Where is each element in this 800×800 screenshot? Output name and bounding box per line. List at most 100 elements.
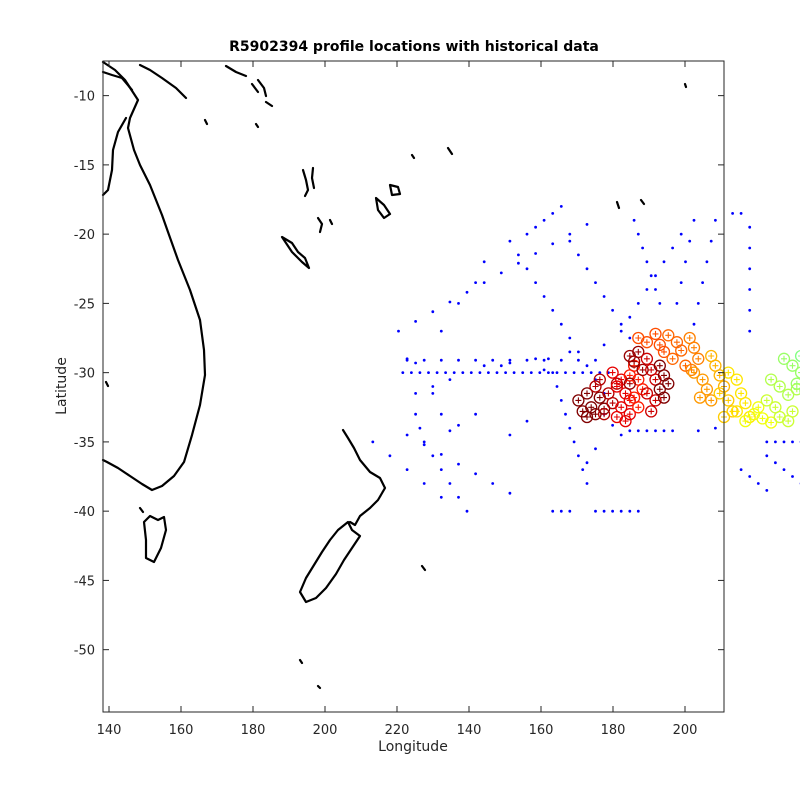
profile-marker-cross <box>656 341 663 348</box>
historical-point <box>457 358 460 362</box>
png-coast <box>101 63 268 100</box>
historical-point <box>551 212 555 215</box>
historical-point <box>628 336 632 340</box>
historical-point <box>748 267 752 271</box>
profile-marker-cross <box>772 404 779 411</box>
historical-point <box>405 433 409 437</box>
historical-point <box>774 461 777 465</box>
profile-marker <box>730 405 743 418</box>
x-tick-label: 160 <box>529 723 554 738</box>
profile-marker <box>653 338 666 352</box>
historical-point <box>731 212 734 215</box>
historical-point <box>555 371 559 374</box>
plot-frame <box>102 60 725 713</box>
historical-point <box>594 358 597 362</box>
historical-point <box>782 468 786 471</box>
historical-point <box>628 429 632 433</box>
profile-marker-cross <box>661 394 667 401</box>
profile-marker <box>597 408 611 421</box>
historical-point <box>577 454 580 458</box>
profile-marker-cross <box>656 362 663 369</box>
historical-point <box>418 371 422 374</box>
profile-marker <box>662 377 675 390</box>
historical-point <box>585 482 589 485</box>
profile-marker <box>722 394 735 407</box>
historical-point <box>568 336 572 340</box>
historical-point <box>401 371 405 374</box>
historical-point <box>714 218 717 222</box>
profile-marker <box>764 416 778 429</box>
profile-marker-cross <box>742 400 749 407</box>
historical-point <box>701 281 704 284</box>
profile-marker-cross <box>626 380 633 387</box>
profile-marker <box>794 366 800 379</box>
historical-point <box>602 295 606 298</box>
historical-point <box>414 412 417 416</box>
historical-point <box>782 440 786 444</box>
profile-marker-cross <box>725 397 732 404</box>
historical-point <box>692 218 696 222</box>
historical-point <box>469 371 473 374</box>
historical-point <box>559 205 563 208</box>
profile-marker <box>705 394 718 407</box>
profile-marker-cross <box>596 376 603 383</box>
historical-point <box>414 392 417 395</box>
historical-point <box>448 378 452 381</box>
historical-point <box>581 468 585 471</box>
historical-point <box>585 461 589 465</box>
historical-point <box>765 454 769 458</box>
historical-point <box>508 491 512 495</box>
float-profiles <box>572 327 800 429</box>
historical-point <box>611 308 614 312</box>
historical-point <box>508 361 512 365</box>
profile-marker-cross <box>733 376 740 383</box>
historical-point <box>529 371 533 374</box>
chart-title: R5902394 profile locations with historic… <box>229 39 599 55</box>
profile-marker <box>623 408 636 421</box>
historical-point <box>521 371 525 374</box>
profile-marker-cross <box>691 369 697 376</box>
profile-marker-cross <box>643 390 650 397</box>
plot-area <box>101 60 800 713</box>
profile-marker <box>627 355 641 368</box>
historical-point <box>508 239 512 243</box>
historical-point <box>508 358 512 362</box>
profile-marker <box>713 369 726 382</box>
profile-marker <box>619 414 632 428</box>
vanuatu-coast <box>301 166 324 234</box>
historical-point <box>585 364 589 368</box>
historical-point <box>487 371 490 374</box>
historical-point <box>791 475 794 478</box>
y-tick-label: -25 <box>74 297 95 312</box>
profile-marker-cross <box>725 369 732 376</box>
profile-marker <box>589 408 602 421</box>
historical-point <box>568 426 572 430</box>
profile-marker-cross <box>648 366 655 373</box>
historical-point <box>397 329 400 333</box>
profile-marker <box>662 329 675 342</box>
profile-marker-cross <box>673 339 680 346</box>
historical-point <box>491 358 495 362</box>
profile-marker-cross <box>798 372 800 374</box>
historical-point <box>418 426 422 430</box>
historical-point <box>654 274 657 278</box>
historical-point <box>658 302 662 305</box>
historical-point <box>534 252 537 255</box>
profile-marker-cross <box>596 394 603 401</box>
profile-marker-cross <box>626 411 633 418</box>
profile-marker-cross <box>742 418 749 425</box>
historical-point <box>636 232 640 236</box>
historical-point <box>559 358 563 362</box>
historical-point <box>474 358 477 362</box>
profile-marker <box>589 380 602 393</box>
historical-point <box>577 253 580 257</box>
profile-marker-cross <box>601 411 608 418</box>
profile-marker <box>636 363 649 377</box>
profile-marker-cross <box>755 404 762 411</box>
profile-marker-cross <box>798 355 800 357</box>
historical-point <box>508 433 512 437</box>
historical-point <box>632 218 636 222</box>
profile-marker-cross <box>643 339 650 346</box>
historical-point <box>748 246 752 250</box>
